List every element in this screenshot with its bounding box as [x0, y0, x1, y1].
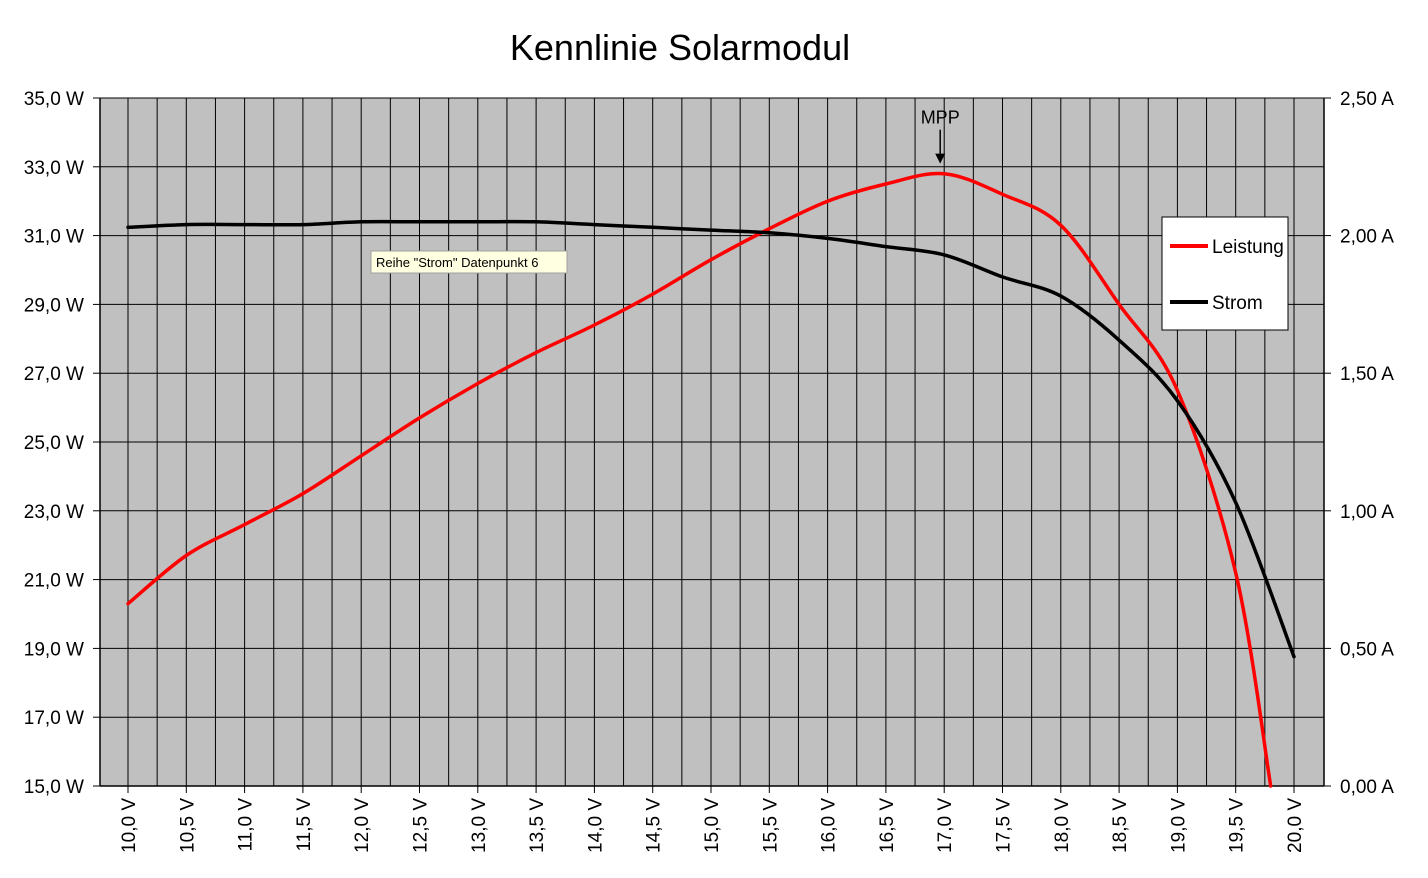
x-tick-label: 14,0 V: [585, 798, 606, 853]
x-tick-label: 12,0 V: [352, 798, 373, 853]
x-tick-label: 14,5 V: [644, 798, 665, 853]
right-tick-label: 0,50 A: [1340, 639, 1394, 660]
x-tick-label: 18,0 V: [1052, 798, 1073, 853]
left-tick-label: 33,0 W: [24, 158, 84, 179]
left-tick-label: 15,0 W: [24, 777, 84, 798]
legend: Leistung Strom: [1161, 216, 1289, 331]
series-line-strom: [126, 219, 1296, 659]
x-tick-label: 18,5 V: [1110, 798, 1131, 853]
left-tick-label: 35,0 W: [24, 89, 84, 110]
tooltip-box: [370, 250, 568, 274]
tooltip-text: Reihe "Strom" Datenpunkt 6: [376, 255, 538, 270]
left-tick-label: 27,0 W: [24, 364, 84, 385]
left-tick-label: 31,0 W: [24, 227, 84, 248]
right-tick-label: 1,50 A: [1340, 364, 1394, 385]
x-tick-label: 19,5 V: [1227, 798, 1248, 853]
x-tick-label: 10,0 V: [119, 798, 140, 853]
legend-label: Strom: [1212, 293, 1263, 314]
mpp-arrow-head: [935, 153, 946, 164]
x-tick-label: 11,0 V: [236, 798, 257, 852]
x-tick-label: 16,0 V: [819, 798, 840, 853]
left-tick-label: 25,0 W: [24, 433, 84, 454]
series-line-leistung: [126, 171, 1273, 788]
x-tick-label: 17,0 V: [935, 798, 956, 853]
x-tick-label: 11,5 V: [294, 798, 315, 852]
left-tick-label: 21,0 W: [24, 571, 84, 592]
right-tick-label: 1,00 A: [1340, 502, 1394, 523]
x-tick-label: 17,5 V: [994, 798, 1015, 853]
left-tick-label: 17,0 W: [24, 708, 84, 729]
x-tick-label: 20,0 V: [1285, 798, 1306, 853]
x-tick-label: 12,5 V: [411, 798, 432, 853]
right-tick-label: 0,00 A: [1340, 777, 1394, 798]
legend-label: Leistung: [1212, 237, 1284, 258]
mpp-label: MPP: [921, 108, 960, 128]
left-tick-label: 29,0 W: [24, 295, 84, 316]
legend-box: [1161, 216, 1289, 331]
x-tick-label: 13,5 V: [527, 798, 548, 853]
x-tick-label: 15,5 V: [760, 798, 781, 853]
x-tick-label: 15,0 V: [702, 798, 723, 853]
x-tick-label: 19,0 V: [1168, 798, 1189, 853]
x-axis-ticks: 10,0 V 10,5 V 11,0 V 11,5 V 12,0 V 12,5 V 13,0…: [119, 786, 1306, 853]
x-tick-label: 13,0 V: [469, 798, 490, 853]
right-tick-label: 2,50 A: [1340, 89, 1394, 110]
left-tick-label: 19,0 W: [24, 639, 84, 660]
x-tick-label: 16,5 V: [877, 798, 898, 853]
right-tick-label: 2,00 A: [1340, 227, 1394, 248]
x-tick-label: 10,5 V: [177, 798, 198, 853]
left-tick-label: 23,0 W: [24, 502, 84, 523]
annotations: MPP: [921, 108, 960, 164]
chart-title: Kennlinie Solarmodul: [510, 27, 850, 68]
series-lines: [126, 171, 1296, 788]
right-axis-ticks: 0,00 A 0,50 A 1,00 A 1,50 A 2,00 A 2,50 A: [1324, 89, 1394, 798]
left-axis-ticks: 15,0 W 17,0 W 19,0 W 21,0 W 23,0 W 25,0 W 27,0…: [24, 89, 100, 798]
tooltip: Reihe "Strom" Datenpunkt 6: [370, 250, 568, 274]
